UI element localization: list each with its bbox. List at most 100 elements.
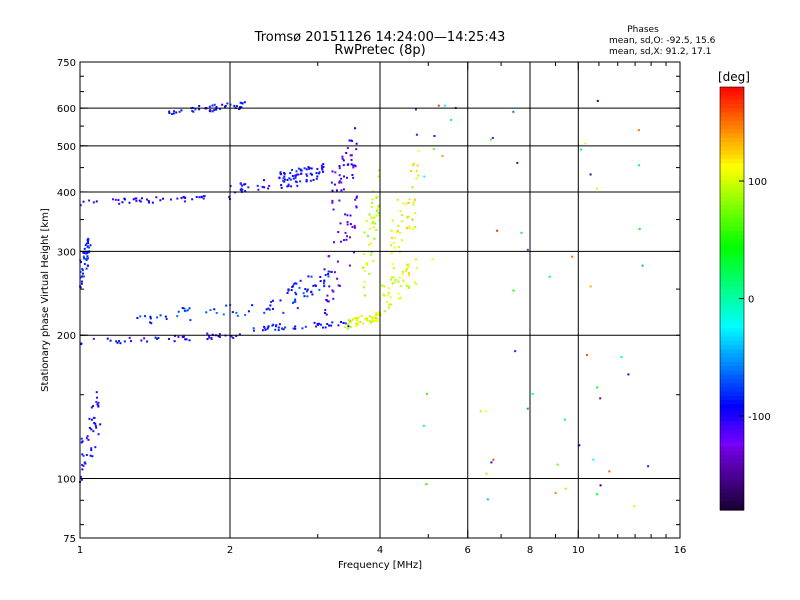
scatter-point <box>319 280 322 283</box>
scatter-point <box>382 293 385 296</box>
x-tick-label: 6 <box>465 545 471 556</box>
scatter-point <box>599 397 602 400</box>
scatter-point <box>229 184 232 187</box>
colorbar-segment <box>720 213 744 219</box>
scatter-point <box>411 186 414 189</box>
scatter-point <box>200 196 203 199</box>
scatter-point <box>306 295 309 298</box>
scatter-point <box>295 282 298 285</box>
scatter-point <box>425 483 428 486</box>
colorbar-segment <box>720 391 744 397</box>
scatter-point <box>85 242 88 245</box>
scatter-point <box>85 252 88 255</box>
scatter-point <box>343 175 346 178</box>
scatter-point <box>99 423 102 426</box>
scatter-point <box>637 129 640 132</box>
scatter-point <box>353 226 356 229</box>
colorbar-segment <box>720 467 744 473</box>
scatter-point <box>192 110 195 113</box>
colorbar-segment <box>720 484 744 490</box>
colorbar-segment <box>720 116 744 122</box>
scatter-point <box>295 181 298 184</box>
scatter-point <box>228 195 231 198</box>
scatter-point <box>375 313 378 316</box>
scatter-point <box>389 278 392 281</box>
scatter-point <box>391 263 394 266</box>
scatter-point <box>177 310 180 313</box>
scatter-point <box>85 437 88 440</box>
scatter-point <box>284 326 287 329</box>
scatter-point <box>342 159 345 162</box>
scatter-point <box>319 275 322 278</box>
scatter-point <box>351 140 354 143</box>
colorbar-segment <box>720 306 744 312</box>
scatter-point <box>584 142 587 145</box>
colorbar-segment <box>720 277 744 283</box>
scatter-point <box>397 246 400 249</box>
scatter-point <box>213 109 216 112</box>
scatter-point <box>596 493 599 496</box>
colorbar-segment <box>720 91 744 97</box>
scatter-point <box>351 225 354 228</box>
scatter-point <box>278 323 281 326</box>
colorbar-segment <box>720 243 744 249</box>
colorbar-segment <box>720 400 744 405</box>
scatter-point <box>244 190 247 193</box>
colorbar-segment <box>720 349 744 355</box>
scatter-point <box>81 440 84 443</box>
scatter-point <box>407 274 410 277</box>
scatter-point <box>398 297 401 300</box>
scatter-point <box>94 446 97 449</box>
scatter-point <box>402 270 405 273</box>
scatter-point <box>307 275 310 278</box>
scatter-point <box>253 329 256 332</box>
scatter-point <box>118 202 121 205</box>
scatter-point <box>486 498 489 501</box>
chart-subtitle: RwPretec (8p) <box>334 43 425 58</box>
colorbar-segment <box>720 387 744 393</box>
scatter-point <box>355 322 358 325</box>
scatter-point <box>354 127 357 130</box>
colorbar-label: [deg] <box>718 70 750 84</box>
scatter-point <box>304 325 307 328</box>
colorbar-segment <box>720 501 744 507</box>
scatter-point <box>374 317 377 320</box>
scatter-point <box>338 167 341 170</box>
scatter-point <box>305 178 308 181</box>
colorbar-segment <box>720 264 744 270</box>
scatter-point <box>306 174 309 177</box>
scatter-point <box>376 312 379 315</box>
scatter-point <box>277 329 280 332</box>
scatter-point <box>233 104 236 107</box>
scatter-point <box>390 236 393 239</box>
scatter-point <box>92 337 95 340</box>
scatter-point <box>282 311 285 314</box>
scatter-point <box>256 184 259 187</box>
scatter-point <box>332 290 335 293</box>
scatter-point <box>396 198 399 201</box>
scatter-point <box>81 468 84 471</box>
scatter-point <box>404 269 407 272</box>
scatter-point <box>579 148 582 151</box>
scatter-point <box>411 164 414 167</box>
scatter-point <box>369 242 372 245</box>
colorbar-segment <box>720 311 744 317</box>
scatter-point <box>368 315 371 318</box>
colorbar-segment <box>720 171 744 177</box>
scatter-point <box>412 203 415 206</box>
scatter-point <box>347 325 350 328</box>
scatter-point <box>154 336 157 339</box>
scatter-point <box>188 307 191 310</box>
scatter-point <box>415 177 418 180</box>
scatter-point <box>275 324 278 327</box>
scatter-point <box>340 177 343 180</box>
scatter-point <box>377 175 380 178</box>
scatter-point <box>208 105 211 108</box>
scatter-point <box>352 317 355 320</box>
colorbar-segment <box>720 163 744 168</box>
colorbar-segment <box>720 154 744 160</box>
colorbar-segment <box>720 471 744 477</box>
scatter-point <box>350 154 353 157</box>
scatter-point <box>263 311 266 314</box>
scatter-point <box>346 214 349 217</box>
